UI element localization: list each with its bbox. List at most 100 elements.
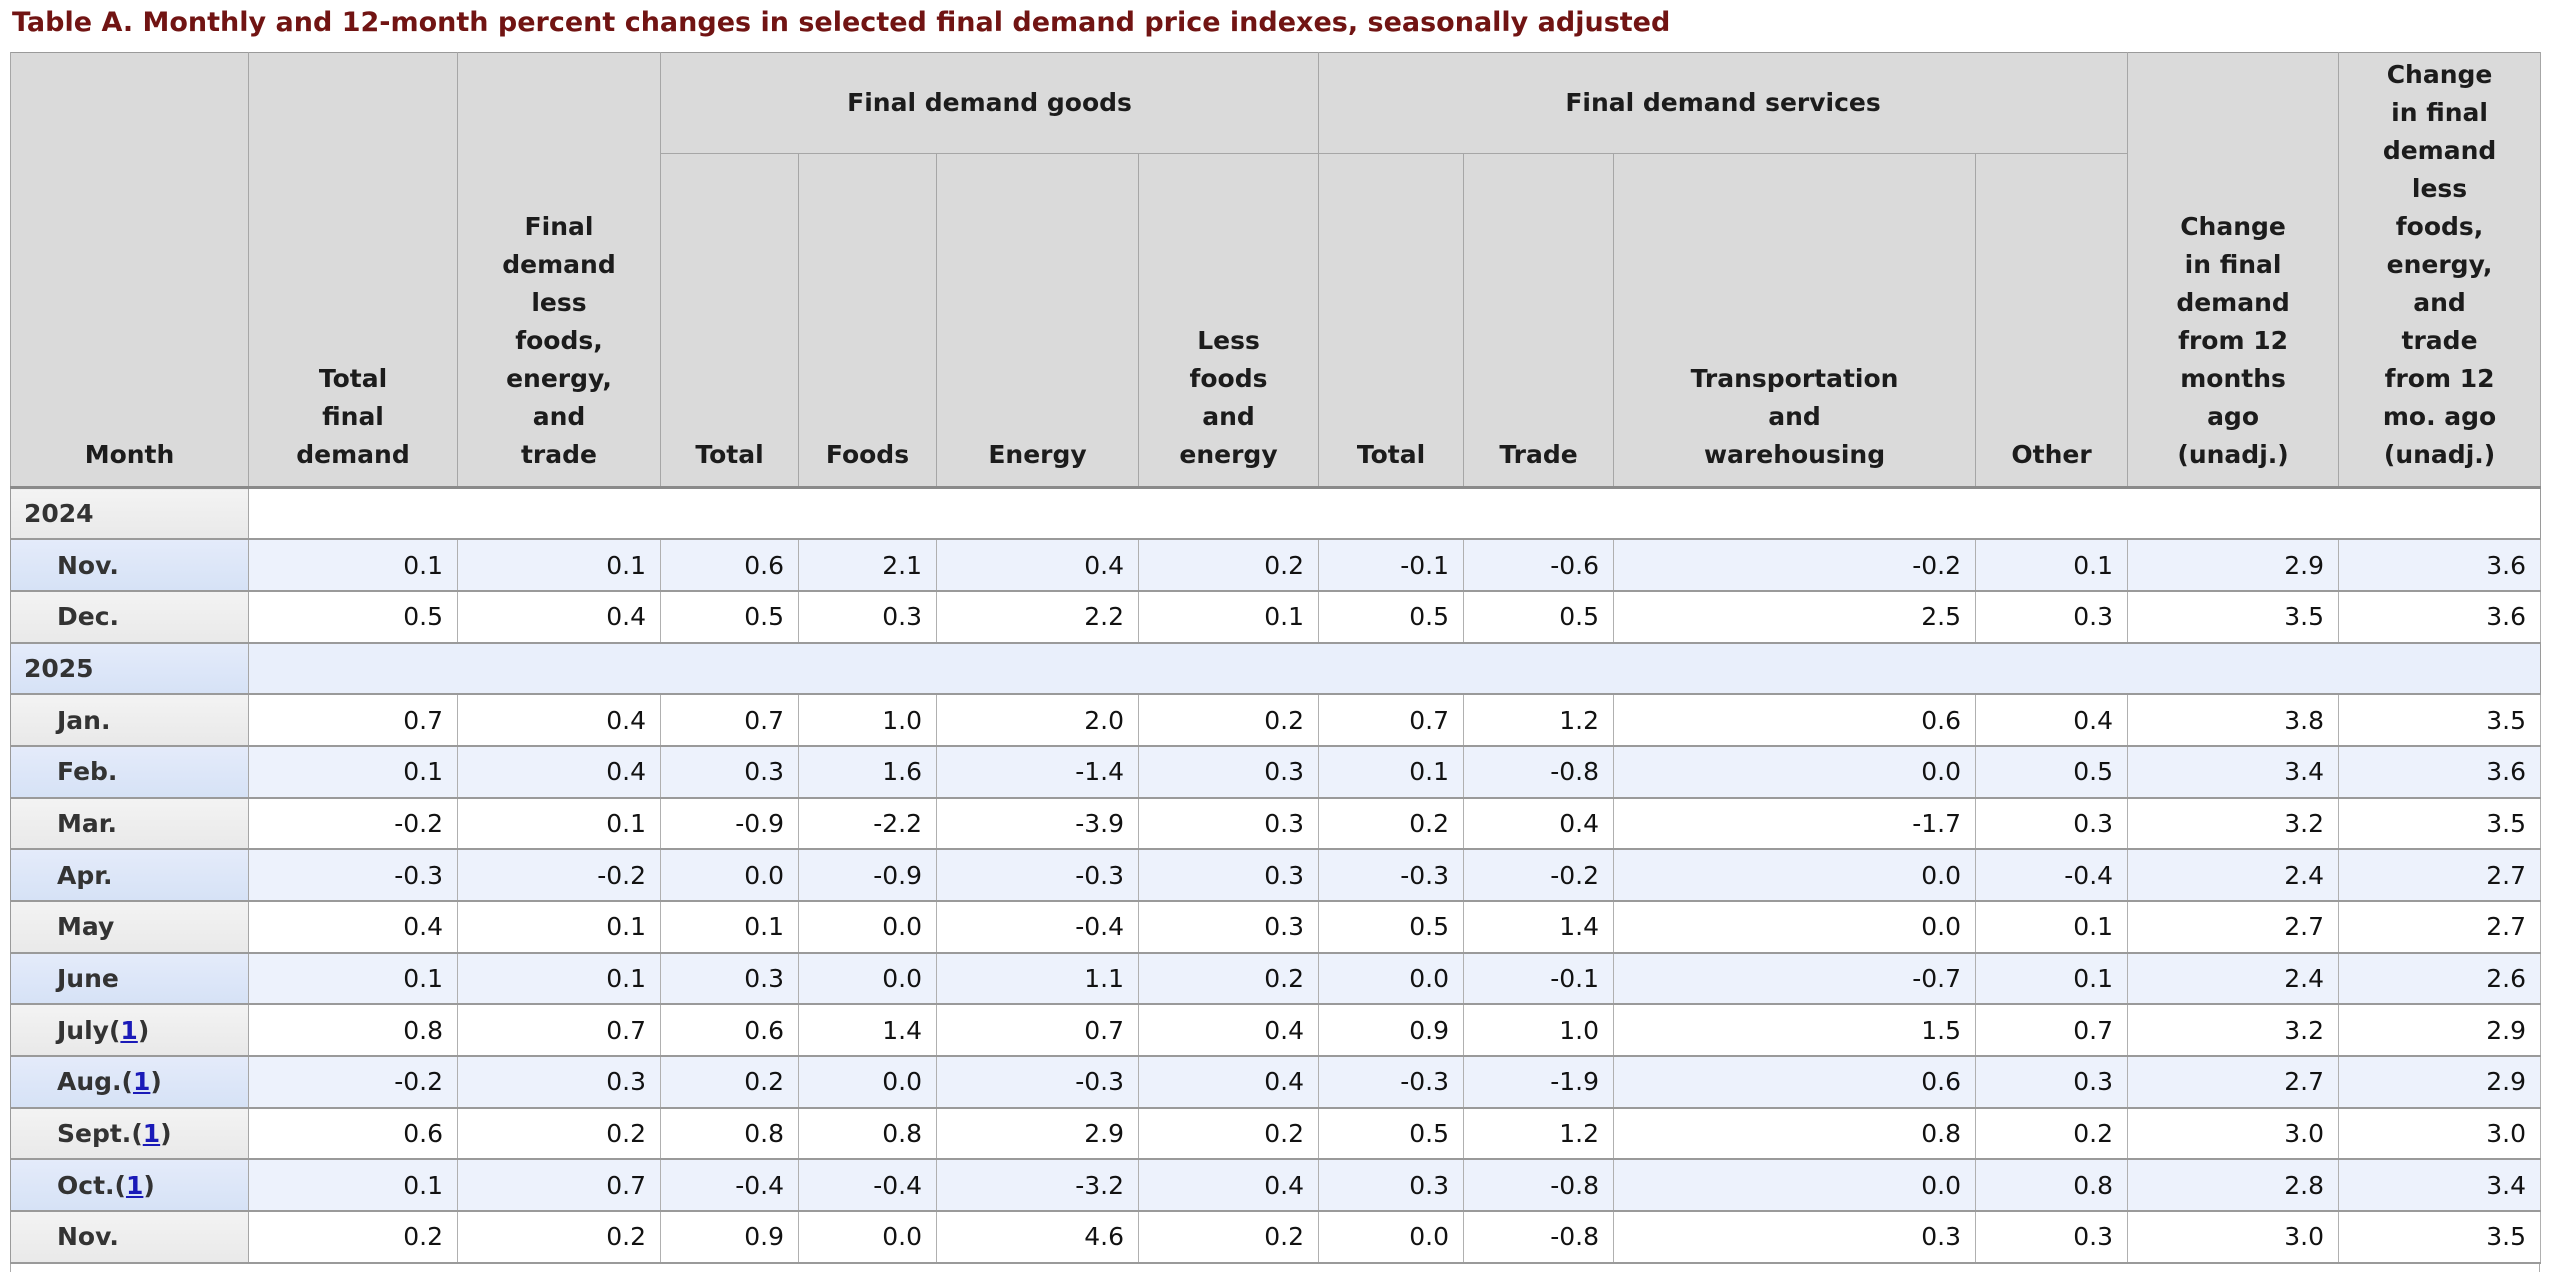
value-cell: 1.2	[1463, 1107, 1615, 1161]
header-sub-row: Total Foods Energy Less foods and energy…	[11, 153, 2541, 489]
value-cell: 2.5	[1613, 590, 1977, 644]
col-header-goods-total: Total	[660, 153, 799, 489]
value-cell: 0.4	[248, 901, 458, 954]
value-cell: 0.4	[1137, 1159, 1320, 1213]
value-cell: 2.9	[2127, 539, 2340, 592]
value-cell: 0.6	[660, 539, 799, 592]
value-cell: 0.3	[1975, 1056, 2129, 1109]
month-label: Apr.	[10, 849, 249, 902]
value-cell: 1.0	[798, 694, 937, 747]
value-cell: 0.8	[248, 1004, 458, 1058]
value-cell: -0.3	[936, 849, 1139, 902]
value-cell: 0.2	[1137, 694, 1320, 747]
value-cell: 0.1	[1975, 901, 2129, 954]
value-cell: 2.7	[2338, 901, 2542, 954]
value-cell: 0.0	[1613, 901, 1977, 954]
value-cell: 0.1	[1137, 590, 1320, 644]
page-title: Table A. Monthly and 12-month percent ch…	[12, 7, 1671, 38]
month-label: Jan.	[10, 694, 249, 747]
value-cell: 1.4	[1463, 901, 1615, 954]
footnote-link[interactable]: 1	[132, 1067, 151, 1097]
value-cell: 0.1	[1975, 539, 2129, 592]
value-cell: 2.9	[2338, 1056, 2542, 1109]
value-cell: 0.4	[1137, 1004, 1320, 1058]
value-cell: 0.1	[248, 952, 458, 1006]
value-cell: -0.8	[1463, 745, 1615, 799]
value-cell: 0.5	[1463, 590, 1615, 644]
table-row: Feb. 0.1 0.4 0.3 1.6 -1.4 0.3 0.1 -0.8 0.0 0.5 3.4 3…	[10, 745, 2542, 799]
value-cell: 3.0	[2127, 1107, 2340, 1161]
value-cell: 1.0	[1463, 1004, 1615, 1058]
value-cell: 0.6	[1613, 694, 1977, 747]
value-cell: 0.3	[1318, 1159, 1465, 1213]
value-cell: 3.2	[2127, 797, 2340, 851]
footnote-link[interactable]: 1	[120, 1015, 138, 1045]
value-cell: 3.6	[2338, 745, 2542, 799]
value-cell: 3.4	[2338, 1159, 2542, 1213]
month-label: Dec.	[10, 590, 249, 644]
value-cell: 2.8	[2127, 1159, 2340, 1213]
table-row: Aug.(1) -0.2 0.3 0.2 0.0 -0.3 0.4 -0.3 -1.9 0.6 0.…	[10, 1056, 2542, 1109]
value-cell: -2.2	[798, 797, 937, 851]
value-cell: 0.2	[1137, 952, 1320, 1006]
value-cell: 3.5	[2338, 797, 2542, 851]
month-label: July(1)	[10, 1004, 249, 1058]
value-cell: 0.3	[1137, 745, 1320, 799]
footnote-link[interactable]: 1	[125, 1170, 144, 1200]
value-cell: 0.0	[798, 952, 937, 1006]
value-cell: 0.2	[1318, 797, 1465, 851]
value-cell: 0.1	[1975, 952, 2129, 1006]
value-cell: -0.2	[248, 1056, 458, 1109]
footnote-link[interactable]: 1	[142, 1119, 161, 1149]
next-row-crop-stub	[10, 1263, 2540, 1272]
month-label: Nov.	[10, 539, 249, 592]
value-cell: 2.4	[2127, 952, 2340, 1006]
value-cell: 0.3	[1137, 797, 1320, 851]
value-cell: -0.4	[936, 901, 1139, 954]
value-cell: 3.0	[2338, 1107, 2542, 1161]
value-cell: 1.4	[798, 1004, 937, 1058]
value-cell: -0.4	[1975, 849, 2129, 902]
value-cell: 0.3	[1975, 1211, 2129, 1264]
value-cell: 0.5	[660, 590, 799, 644]
value-cell: 0.7	[660, 694, 799, 747]
month-label: Feb.	[10, 745, 249, 799]
value-cell: 0.5	[1318, 1107, 1465, 1161]
value-cell: 0.7	[248, 694, 458, 747]
value-cell: 3.5	[2127, 590, 2340, 644]
year-label: 2025	[10, 642, 249, 696]
value-cell: 0.0	[798, 901, 937, 954]
value-cell: 0.8	[798, 1107, 937, 1161]
value-cell: 2.7	[2127, 901, 2340, 954]
value-cell: 3.8	[2127, 694, 2340, 747]
value-cell: -0.2	[1613, 539, 1977, 592]
value-cell: 0.1	[457, 797, 661, 851]
value-cell: 0.0	[1613, 745, 1977, 799]
year-label: 2024	[10, 487, 249, 541]
value-cell: 0.1	[457, 901, 661, 954]
value-cell: 3.5	[2338, 1211, 2542, 1264]
value-cell: 2.2	[936, 590, 1139, 644]
value-cell: 0.3	[1137, 849, 1320, 902]
year-row: 2024	[10, 487, 2541, 541]
col-header-services-total: Total	[1318, 153, 1465, 489]
col-header-change-less-fet-12mo: Change in final demand less foods, energ…	[2338, 52, 2542, 489]
value-cell: 2.9	[2338, 1004, 2542, 1058]
value-cell: 0.0	[1318, 952, 1465, 1006]
value-cell: -0.8	[1463, 1159, 1615, 1213]
value-cell: 0.3	[1975, 590, 2129, 644]
table-row: Oct.(1) 0.1 0.7 -0.4 -0.4 -3.2 0.4 0.3 -0.8 0.0 0.…	[10, 1159, 2542, 1213]
table-row: May 0.4 0.1 0.1 0.0 -0.4 0.3 0.5 1.4 0.0 0.1 2.7 2.7	[10, 901, 2542, 954]
value-cell: 0.3	[660, 745, 799, 799]
value-cell: 3.0	[2127, 1211, 2340, 1264]
value-cell: 0.7	[1975, 1004, 2129, 1058]
month-label: June	[10, 952, 249, 1006]
value-cell: 0.1	[457, 539, 661, 592]
value-cell: 0.3	[798, 590, 937, 644]
value-cell: 0.1	[1318, 745, 1465, 799]
value-cell: 3.2	[2127, 1004, 2340, 1058]
month-label: Sept.(1)	[10, 1107, 249, 1161]
value-cell: 0.2	[457, 1211, 661, 1264]
value-cell: 2.4	[2127, 849, 2340, 902]
value-cell: -1.7	[1613, 797, 1977, 851]
